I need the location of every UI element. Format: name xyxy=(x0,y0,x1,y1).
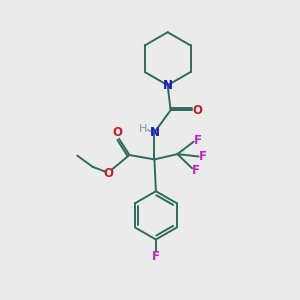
Text: N: N xyxy=(149,126,159,139)
Text: O: O xyxy=(192,104,202,117)
Text: O: O xyxy=(112,126,123,140)
Text: N: N xyxy=(163,79,173,92)
Text: F: F xyxy=(152,250,160,263)
Text: F: F xyxy=(192,164,200,177)
Text: F: F xyxy=(194,134,202,147)
Text: H: H xyxy=(139,124,147,134)
Text: F: F xyxy=(199,150,207,163)
Text: O: O xyxy=(103,167,113,180)
